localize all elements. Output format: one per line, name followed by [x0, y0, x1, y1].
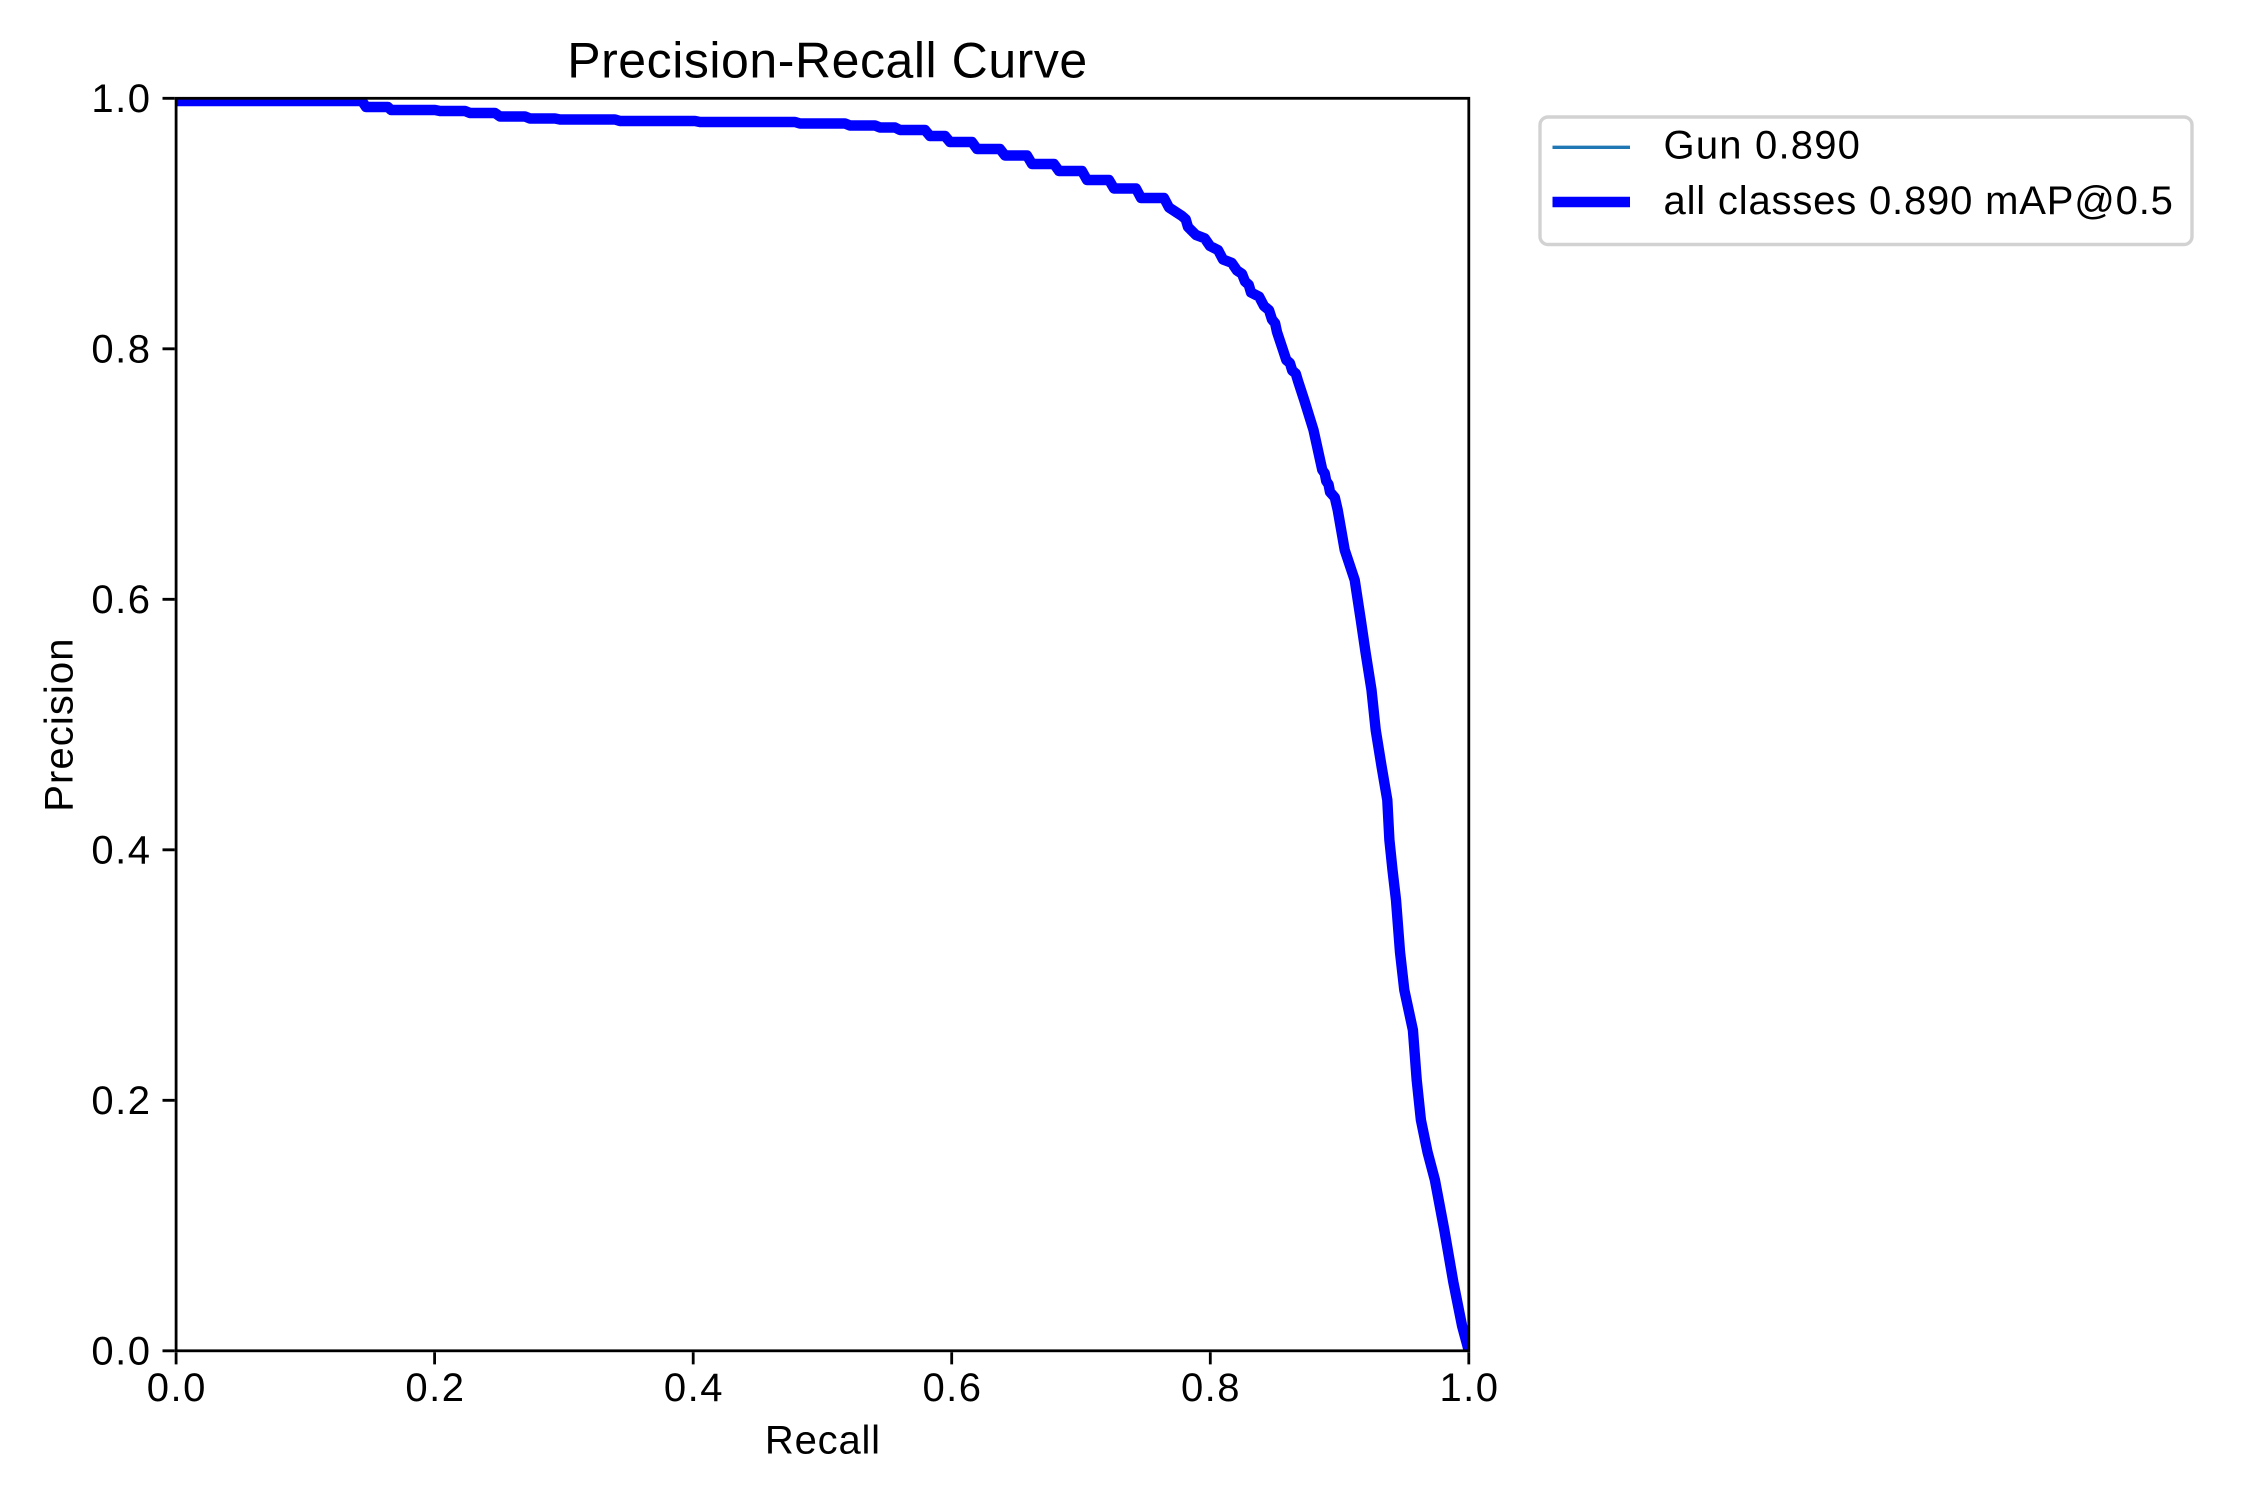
svg-text:0.0: 0.0 — [147, 1366, 207, 1410]
svg-text:1.0: 1.0 — [91, 77, 151, 121]
svg-text:0.4: 0.4 — [91, 829, 151, 873]
svg-text:1.0: 1.0 — [1439, 1366, 1499, 1410]
svg-text:0.6: 0.6 — [922, 1366, 982, 1410]
svg-text:0.0: 0.0 — [91, 1330, 151, 1374]
svg-text:0.4: 0.4 — [664, 1366, 724, 1410]
svg-text:0.2: 0.2 — [91, 1079, 151, 1123]
svg-text:0.8: 0.8 — [1181, 1366, 1241, 1410]
svg-text:Gun 0.890: Gun 0.890 — [1664, 124, 1862, 168]
svg-text:Recall: Recall — [765, 1418, 881, 1462]
svg-text:0.2: 0.2 — [405, 1366, 465, 1410]
svg-text:all classes 0.890 mAP@0.5: all classes 0.890 mAP@0.5 — [1664, 179, 2174, 223]
svg-text:Precision-Recall Curve: Precision-Recall Curve — [567, 33, 1088, 89]
svg-text:0.8: 0.8 — [91, 328, 151, 372]
svg-text:Precision: Precision — [37, 637, 81, 811]
svg-text:0.6: 0.6 — [91, 578, 151, 622]
